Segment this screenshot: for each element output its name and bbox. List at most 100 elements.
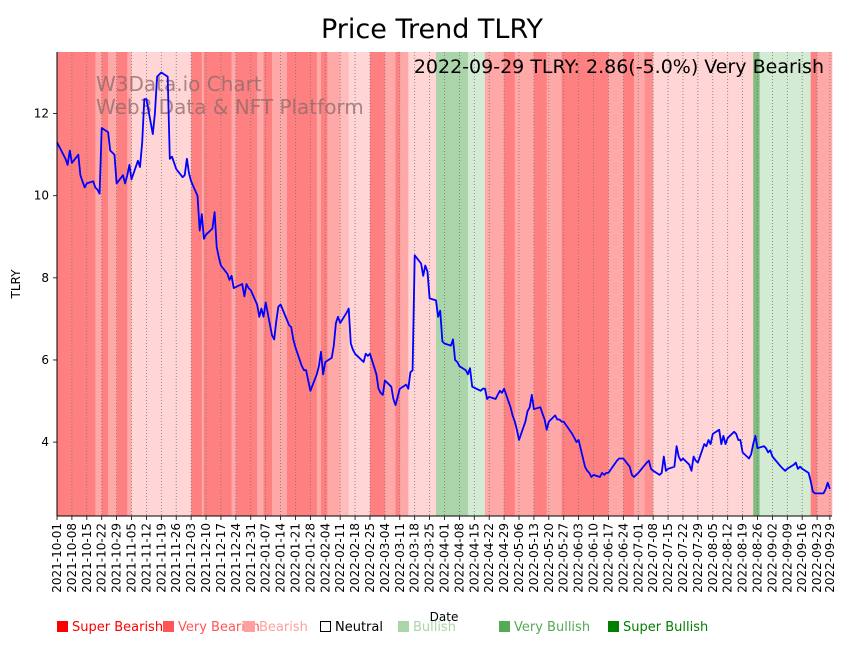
regime-band: [108, 52, 117, 516]
x-tick-label: 2022-06-03: [572, 523, 586, 593]
x-tick-label: 2022-05-06: [512, 523, 526, 593]
legend-swatch: [398, 621, 409, 632]
regime-band: [623, 52, 635, 516]
regime-band: [316, 52, 322, 516]
regime-band: [327, 52, 341, 516]
legend-item-very-bullish: Very Bullish: [499, 620, 590, 635]
legend-item-super-bullish: Super Bullish: [608, 620, 708, 635]
watermark: W3Data.io Chart Web3 Data & NFT Platform: [96, 72, 364, 119]
regime-band: [561, 52, 575, 516]
regime-band: [484, 52, 505, 516]
x-tick-label: 2021-10-01: [50, 523, 64, 593]
x-tick-label: 2022-09-23: [810, 523, 824, 593]
x-tick-label: 2022-01-07: [259, 523, 273, 593]
x-tick-label: 2021-12-31: [244, 523, 258, 593]
x-tick-label: 2022-05-27: [557, 523, 571, 593]
x-tick-label: 2022-04-08: [452, 523, 466, 593]
legend-swatch: [163, 621, 174, 632]
x-tick-label: 2022-03-25: [423, 523, 437, 593]
regime-band: [203, 52, 232, 516]
x-tick-label: 2022-03-18: [408, 523, 422, 593]
legend-item-bearish: Bearish: [244, 620, 308, 635]
regime-band: [504, 52, 516, 516]
x-tick-label: 2021-11-19: [154, 523, 168, 593]
regime-band: [272, 52, 288, 516]
regime-band: [95, 52, 103, 516]
x-tick-label: 2021-10-15: [80, 523, 94, 593]
regime-band: [810, 52, 818, 516]
x-tick-label: 2022-02-25: [363, 523, 377, 593]
x-tick-label: 2022-08-05: [706, 523, 720, 593]
regime-band: [817, 52, 833, 516]
x-tick-label: 2021-10-22: [95, 523, 109, 593]
regime-band: [286, 52, 318, 516]
regime-band: [514, 52, 535, 516]
legend-swatch: [57, 621, 68, 632]
x-tick-label: 2021-10-08: [65, 523, 79, 593]
regime-band: [57, 52, 96, 516]
watermark-line-2: Web3 Data & NFT Platform: [96, 95, 364, 119]
regime-band: [429, 52, 437, 516]
x-tick-label: 2022-08-12: [721, 523, 735, 593]
regime-band: [653, 52, 754, 516]
regime-band: [127, 52, 132, 516]
regime-band: [408, 52, 430, 516]
x-tick-label: 2022-03-11: [393, 523, 407, 593]
regime-band: [369, 52, 386, 516]
regime-band: [340, 52, 349, 516]
regime-band: [574, 52, 609, 516]
x-tick-label: 2022-09-16: [795, 523, 809, 593]
x-tick-label: 2022-07-15: [661, 523, 675, 593]
regime-band: [395, 52, 401, 516]
price-line-tlry: [56, 71, 831, 495]
x-tick-label: 2022-06-17: [601, 523, 615, 593]
legend-label: Very Bullish: [514, 620, 591, 635]
y-tick-label: 12: [34, 107, 49, 121]
regime-band: [467, 52, 486, 516]
y-tick-label: 10: [34, 189, 49, 203]
watermark-line-1: W3Data.io Chart: [96, 72, 262, 96]
x-tick-label: 2022-05-13: [527, 523, 541, 593]
regime-band: [101, 52, 109, 516]
x-tick-label: 2021-12-24: [229, 523, 243, 593]
x-tick-label: 2021-12-17: [214, 523, 228, 593]
x-axis-label: Date: [430, 610, 459, 624]
legend-swatch: [320, 621, 331, 632]
y-tick-label: 4: [41, 435, 49, 449]
x-tick-label: 2022-07-08: [646, 523, 660, 593]
y-axis-label: TLRY: [9, 269, 23, 300]
regime-band: [399, 52, 409, 516]
legend-label: Super Bearish: [72, 620, 164, 635]
x-tick-label: 2021-11-12: [139, 523, 153, 593]
x-tick-label: 2022-09-02: [765, 523, 779, 593]
regime-band: [633, 52, 645, 516]
legend-label: Very Bearish: [178, 620, 260, 635]
x-tick-label: 2022-06-24: [616, 523, 630, 593]
y-tick-label: 6: [41, 353, 49, 367]
regime-band: [546, 52, 562, 516]
x-axis-ticks: 2021-10-01 2021-10-08 2021-10-15 2021-10-22…: [50, 516, 837, 593]
legend-label: Bullish: [413, 620, 457, 635]
regime-band: [435, 52, 469, 516]
x-tick-label: 2022-09-29: [823, 523, 837, 593]
regime-band: [321, 52, 328, 516]
x-tick-label: 2022-04-15: [467, 523, 481, 593]
x-tick-label: 2021-12-10: [199, 523, 213, 593]
legend-label: Bearish: [259, 620, 308, 635]
regime-band: [182, 52, 192, 516]
x-tick-label: 2022-09-09: [780, 523, 794, 593]
x-tick-label: 2022-04-29: [497, 523, 511, 593]
x-tick-label: 2022-04-22: [482, 523, 496, 593]
x-tick-label: 2022-06-10: [587, 523, 601, 593]
x-tick-label: 2022-04-01: [438, 523, 452, 593]
legend-swatch: [244, 621, 255, 632]
gridlines: [56, 52, 831, 516]
x-tick-label: 2022-05-20: [542, 523, 556, 593]
regime-band: [384, 52, 396, 516]
regime-band: [191, 52, 203, 516]
x-tick-label: 2022-07-01: [631, 523, 645, 593]
x-tick-label: 2022-01-28: [303, 523, 317, 593]
legend-swatch: [608, 621, 619, 632]
legend-label: Neutral: [335, 620, 383, 635]
